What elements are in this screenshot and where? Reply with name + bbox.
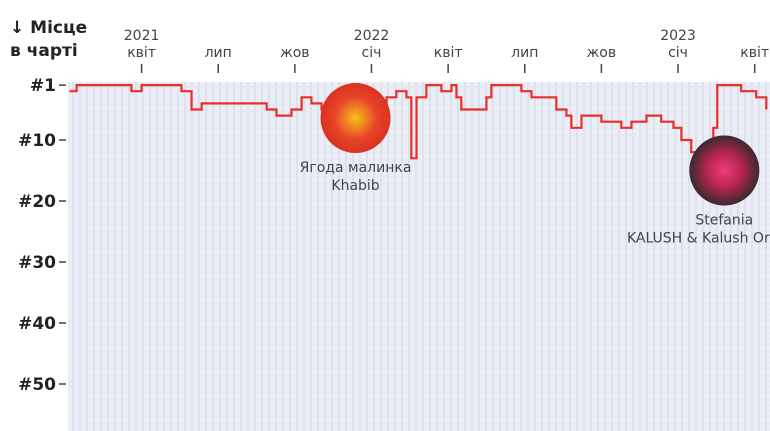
y-tick-label: #40 xyxy=(18,314,56,334)
x-tick-label: квіт xyxy=(434,45,463,61)
annotation-artist: Khabib xyxy=(331,178,379,194)
x-tick-label: жов xyxy=(587,45,616,61)
x-tick-label: квіт xyxy=(127,45,156,61)
y-axis-title: ↓ Місце xyxy=(10,18,87,38)
x-tick-label: січ xyxy=(668,45,688,61)
y-tick-label: #50 xyxy=(18,375,56,395)
x-tick-year: 2022 xyxy=(354,28,390,44)
x-tick-label: лип xyxy=(205,45,232,61)
y-tick-label: #10 xyxy=(18,131,56,151)
rank-line xyxy=(69,84,768,160)
y-tick-label: #30 xyxy=(18,253,56,273)
cover-image xyxy=(689,135,760,206)
x-tick-label: лип xyxy=(511,45,538,61)
x-tick-label: жов xyxy=(280,45,309,61)
y-axis-title: в чарті xyxy=(10,41,78,61)
annotation-artist: KALUSH & Kalush Orchestra xyxy=(627,231,770,247)
x-tick-label: квіт xyxy=(740,45,769,61)
background-texture xyxy=(68,82,770,431)
annotation-title: Ягода малинка xyxy=(300,160,412,176)
y-tick-label: #20 xyxy=(18,192,56,212)
annotation-title: Stefania xyxy=(695,213,753,229)
cover-image xyxy=(320,83,391,154)
x-tick-label: січ xyxy=(362,45,382,61)
y-tick-label: #1 xyxy=(30,76,56,96)
x-tick-year: 2021 xyxy=(124,28,160,44)
x-tick-year: 2023 xyxy=(660,28,696,44)
